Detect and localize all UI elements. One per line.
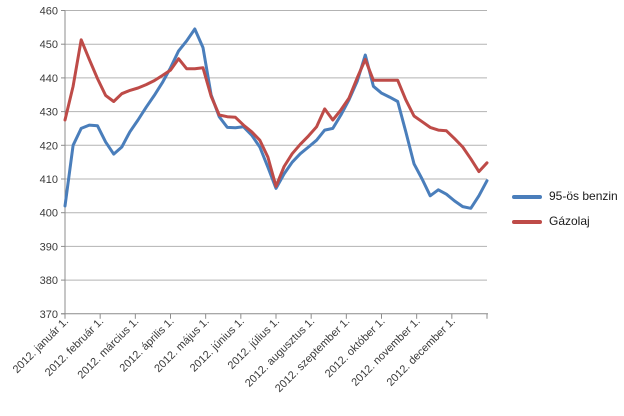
x-tick-label: 2012. október 1. bbox=[323, 315, 388, 380]
x-tick-label: 2012. december 1. bbox=[385, 315, 458, 388]
series-line-95-os-benzin bbox=[63, 27, 489, 210]
legend-label-benzin: 95-ös benzin bbox=[549, 189, 618, 203]
y-tick-label: 400 bbox=[40, 208, 58, 220]
y-tick-label: 380 bbox=[40, 275, 58, 287]
y-tick-label: 450 bbox=[40, 39, 58, 51]
y-tick-label: 430 bbox=[40, 107, 58, 119]
x-tick-label: 2012. március 1. bbox=[75, 315, 141, 381]
y-tick-label: 420 bbox=[40, 140, 58, 152]
legend-label-gazolaj: Gázolaj bbox=[549, 214, 590, 228]
legend-item-gazolaj: Gázolaj bbox=[512, 213, 618, 230]
legend-line-sample-gazolaj bbox=[512, 219, 542, 224]
y-tick-label: 440 bbox=[40, 73, 58, 85]
y-tick-label: 370 bbox=[40, 309, 58, 321]
series-line-gazolaj bbox=[63, 38, 489, 188]
y-tick-label: 410 bbox=[40, 174, 58, 186]
chart-legend: 95-ös benzin Gázolaj bbox=[512, 188, 618, 238]
legend-item-benzin: 95-ös benzin bbox=[512, 188, 618, 205]
legend-line-sample-benzin bbox=[512, 194, 542, 199]
y-tick-label: 460 bbox=[40, 6, 58, 18]
y-tick-label: 390 bbox=[40, 241, 58, 253]
